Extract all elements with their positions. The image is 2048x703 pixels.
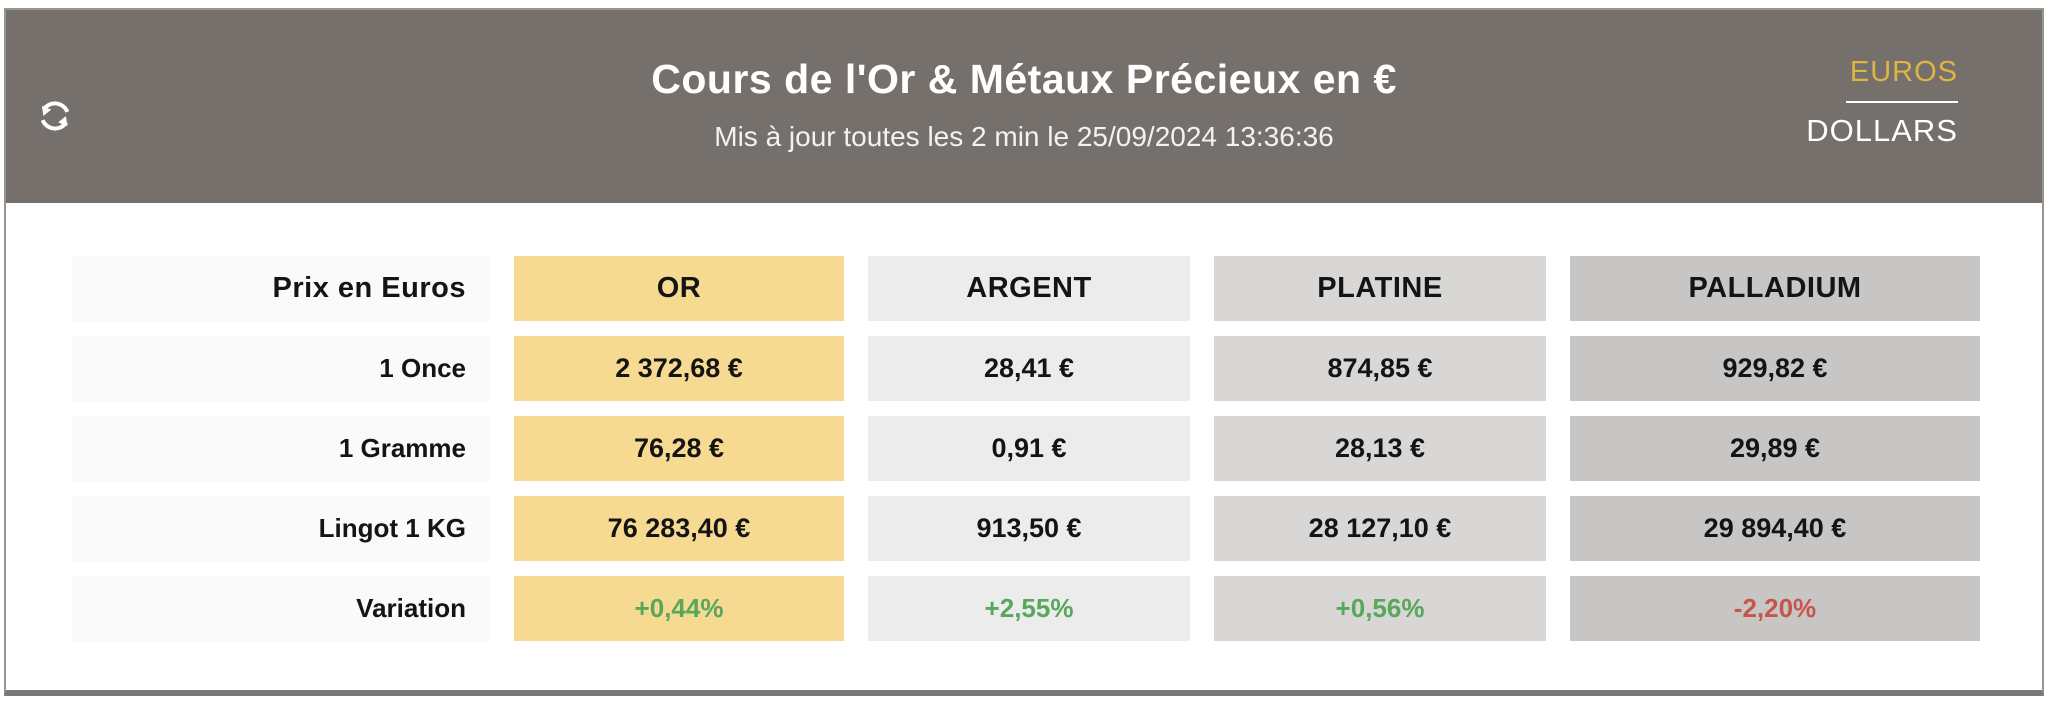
- precious-metals-widget: Cours de l'Or & Métaux Précieux en € Mis…: [4, 8, 2044, 696]
- variation-cell-platine: +0,56%: [1214, 576, 1546, 641]
- column-header-palladium: PALLADIUM: [1570, 256, 1980, 321]
- price-cell-argent-gramme: 0,91 €: [868, 416, 1190, 481]
- refresh-icon: [35, 96, 75, 139]
- price-cell-platine-once: 874,85 €: [1214, 336, 1546, 401]
- row-label-lingot: Lingot 1 KG: [72, 496, 490, 561]
- variation-cell-argent: +2,55%: [868, 576, 1190, 641]
- column-header-argent: ARGENT: [868, 256, 1190, 321]
- variation-cell-or: +0,44%: [514, 576, 844, 641]
- variation-cell-palladium: -2,20%: [1570, 576, 1980, 641]
- price-cell-or-gramme: 76,28 €: [514, 416, 844, 481]
- price-cell-argent-lingot: 913,50 €: [868, 496, 1190, 561]
- currency-toggle: EUROS DOLLARS: [1806, 56, 1958, 149]
- table-corner-label: Prix en Euros: [72, 256, 490, 321]
- price-cell-platine-lingot: 28 127,10 €: [1214, 496, 1546, 561]
- price-cell-or-once: 2 372,68 €: [514, 336, 844, 401]
- price-cell-palladium-lingot: 29 894,40 €: [1570, 496, 1980, 561]
- currency-option-euros[interactable]: EUROS: [1849, 56, 1958, 88]
- price-cell-palladium-gramme: 29,89 €: [1570, 416, 1980, 481]
- row-label-gramme: 1 Gramme: [72, 416, 490, 481]
- column-header-or: OR: [514, 256, 844, 321]
- row-label-variation: Variation: [72, 576, 490, 641]
- column-header-platine: PLATINE: [1214, 256, 1546, 321]
- currency-divider: [1846, 101, 1958, 103]
- price-cell-platine-gramme: 28,13 €: [1214, 416, 1546, 481]
- page-title: Cours de l'Or & Métaux Précieux en €: [651, 56, 1397, 102]
- widget-header: Cours de l'Or & Métaux Précieux en € Mis…: [6, 10, 2042, 203]
- price-cell-argent-once: 28,41 €: [868, 336, 1190, 401]
- refresh-button[interactable]: [32, 94, 78, 140]
- prices-table: Prix en Euros OR ARGENT PLATINE PALLADIU…: [72, 256, 1980, 641]
- update-status: Mis à jour toutes les 2 min le 25/09/202…: [714, 121, 1334, 152]
- currency-option-dollars[interactable]: DOLLARS: [1806, 113, 1958, 148]
- price-cell-palladium-once: 929,82 €: [1570, 336, 1980, 401]
- row-label-once: 1 Once: [72, 336, 490, 401]
- price-cell-or-lingot: 76 283,40 €: [514, 496, 844, 561]
